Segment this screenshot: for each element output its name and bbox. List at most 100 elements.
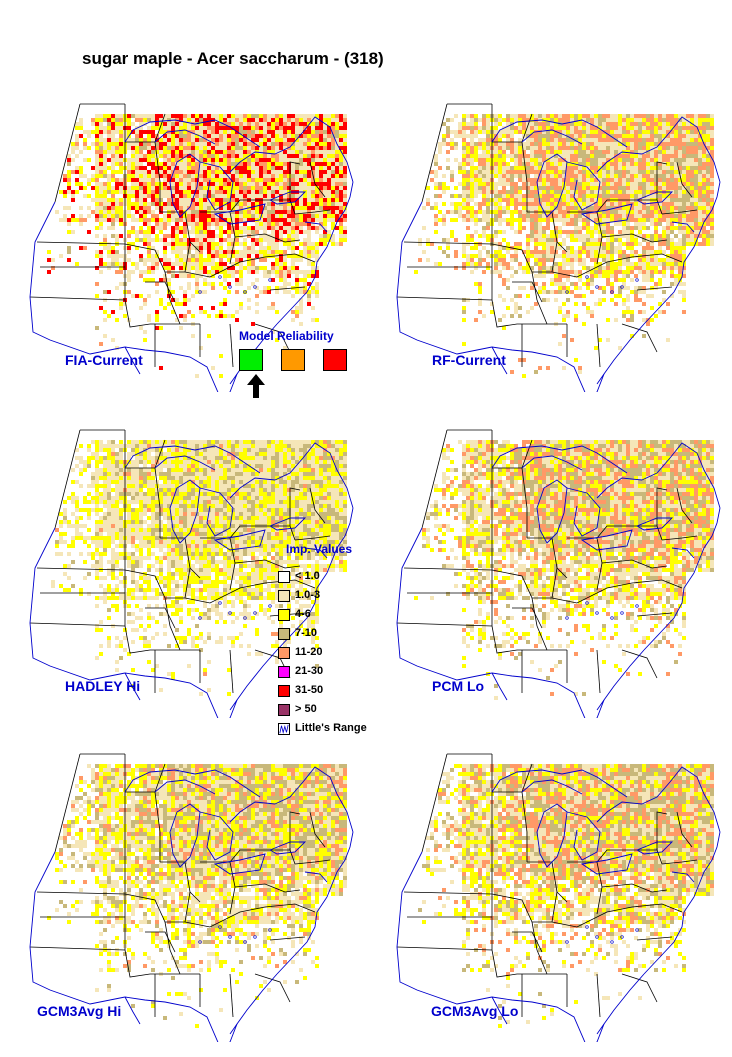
map-cell — [638, 242, 642, 246]
map-cell — [594, 182, 598, 186]
map-cell — [271, 330, 275, 334]
map-cell — [582, 218, 586, 222]
map-cell — [263, 194, 267, 198]
map-cell — [107, 126, 111, 130]
map-cell — [131, 146, 135, 150]
map-cell — [418, 238, 422, 242]
map-cell — [554, 210, 558, 214]
map-cell — [291, 138, 295, 142]
map-cell — [710, 210, 714, 214]
map-cell — [159, 114, 163, 118]
map-cell — [135, 266, 139, 270]
map-cell — [510, 266, 514, 270]
map-cell — [295, 222, 299, 226]
map-cell — [594, 122, 598, 126]
map-cell — [594, 134, 598, 138]
map-cell — [598, 238, 602, 242]
map-cell — [287, 174, 291, 178]
map-cell — [426, 242, 430, 246]
map-cell — [243, 118, 247, 122]
map-cell — [303, 170, 307, 174]
map-cell — [442, 142, 446, 146]
map-cell — [618, 270, 622, 274]
map-cell — [155, 198, 159, 202]
map-cell — [618, 158, 622, 162]
map-cell — [546, 190, 550, 194]
map-cell — [550, 146, 554, 150]
map-cell — [235, 138, 239, 142]
map-cell — [295, 186, 299, 190]
map-cell — [578, 122, 582, 126]
map-cell — [550, 114, 554, 118]
map-cell — [183, 214, 187, 218]
map-cell — [478, 202, 482, 206]
map-cell — [135, 170, 139, 174]
map-cell — [442, 202, 446, 206]
map-cell — [546, 142, 550, 146]
map-cell — [251, 258, 255, 262]
map-cell — [514, 182, 518, 186]
map-cell — [311, 166, 315, 170]
map-cell — [582, 242, 586, 246]
map-cell — [498, 122, 502, 126]
map-cell — [223, 250, 227, 254]
map-cell — [215, 114, 219, 118]
map-cell — [131, 262, 135, 266]
map-cell — [191, 214, 195, 218]
map-cell — [542, 158, 546, 162]
map-cell — [686, 234, 690, 238]
map-cell — [135, 210, 139, 214]
map-cell — [470, 142, 474, 146]
map-cell — [674, 166, 678, 170]
map-cell — [482, 130, 486, 134]
map-cell — [167, 118, 171, 122]
map-cell — [686, 194, 690, 198]
map-cell — [462, 158, 466, 162]
map-cell — [466, 202, 470, 206]
map-cell — [215, 154, 219, 158]
map-cell — [690, 226, 694, 230]
map-cell — [446, 130, 450, 134]
map-cell — [311, 202, 315, 206]
map-cell — [295, 114, 299, 118]
map-cell — [171, 126, 175, 130]
map-cell — [95, 178, 99, 182]
map-cell — [510, 222, 514, 226]
map-cell — [482, 186, 486, 190]
map-cell — [307, 206, 311, 210]
map-cell — [195, 214, 199, 218]
map-cell — [522, 122, 526, 126]
map-cell — [502, 278, 506, 282]
map-cell — [275, 138, 279, 142]
map-cell — [438, 186, 442, 190]
map-cell — [283, 122, 287, 126]
map-cell — [195, 114, 199, 118]
map-cell — [614, 146, 618, 150]
map-cell — [303, 134, 307, 138]
map-cell — [558, 186, 562, 190]
map-cell — [610, 194, 614, 198]
map-cell — [339, 226, 343, 230]
map-cell — [530, 118, 534, 122]
map-cell — [295, 234, 299, 238]
map-cell — [335, 206, 339, 210]
map-cell — [135, 118, 139, 122]
map-cell — [586, 250, 590, 254]
map-cell — [203, 150, 207, 154]
map-cell — [650, 174, 654, 178]
map-cell — [135, 206, 139, 210]
map-cell — [594, 114, 598, 118]
map-cell — [139, 294, 143, 298]
map-cell — [275, 214, 279, 218]
map-cell — [554, 150, 558, 154]
map-cell — [534, 202, 538, 206]
map-cell — [295, 210, 299, 214]
map-cell — [642, 178, 646, 182]
map-cell — [702, 126, 706, 130]
map-cell — [267, 238, 271, 242]
map-cell — [343, 150, 347, 154]
map-panel-fia: FIA-Current — [15, 92, 355, 392]
map-cell — [239, 190, 243, 194]
map-cell — [343, 146, 347, 150]
map-cell — [127, 130, 131, 134]
